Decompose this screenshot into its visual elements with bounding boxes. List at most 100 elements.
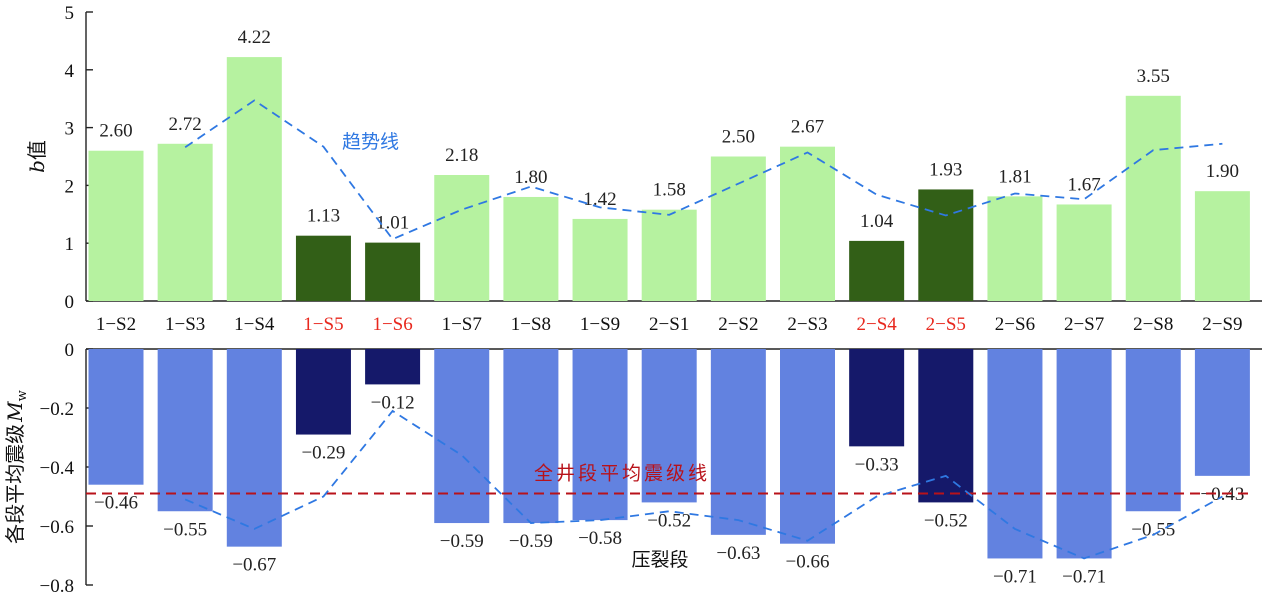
bar-value-label: −0.29 — [301, 443, 345, 464]
bottom-y-tick-label: 0 — [65, 340, 75, 361]
bar-b-value — [572, 218, 628, 301]
bar-value-label: 1.04 — [860, 211, 894, 232]
bar-value-label: 2.60 — [99, 121, 132, 142]
top-y-tick-label: 2 — [65, 176, 75, 197]
bar-value-label: −0.52 — [647, 510, 691, 531]
category-label: 2−S5 — [926, 314, 966, 335]
top-y-axis-label: b值 — [25, 140, 49, 173]
bar-magnitude — [295, 349, 351, 435]
bar-magnitude — [1194, 349, 1250, 476]
bar-b-value — [1125, 95, 1181, 301]
category-label: 1−S5 — [303, 314, 343, 335]
bar-value-label: 1.01 — [376, 213, 409, 234]
bar-value-label: −0.71 — [993, 566, 1037, 587]
bar-value-label: 1.13 — [307, 206, 340, 227]
category-label: 1−S2 — [96, 314, 136, 335]
bar-b-value — [1056, 204, 1112, 301]
bar-value-label: −0.71 — [1062, 566, 1106, 587]
top-y-tick-label: 1 — [65, 234, 75, 255]
category-label: 2−S1 — [649, 314, 689, 335]
bar-value-label: 1.93 — [929, 159, 962, 180]
bar-b-value — [710, 156, 766, 301]
bar-value-label: 2.67 — [791, 117, 824, 138]
bar-magnitude — [503, 349, 559, 524]
bar-magnitude — [1125, 349, 1181, 512]
bar-magnitude — [157, 349, 213, 512]
bar-value-label: 1.81 — [998, 166, 1031, 187]
bar-value-label: −0.59 — [509, 531, 553, 552]
category-label: 2−S8 — [1133, 314, 1173, 335]
bar-b-value — [503, 196, 559, 301]
bar-magnitude — [849, 349, 905, 447]
bar-value-label: −0.55 — [1131, 519, 1175, 540]
bottom-y-tick-label: −0.4 — [40, 458, 75, 479]
bottom-y-tick-label: −0.6 — [40, 517, 74, 538]
trend-line-label: 趋势线 — [342, 131, 399, 153]
bar-b-value — [365, 242, 421, 301]
bar-value-label: −0.12 — [371, 392, 415, 413]
bar-b-value — [641, 209, 697, 301]
category-label: 1−S9 — [580, 314, 620, 335]
category-label: 1−S3 — [165, 314, 205, 335]
top-y-tick-label: 0 — [65, 292, 75, 313]
bottom-y-axis-label: 各段平均震级Mw — [3, 390, 30, 544]
bar-b-value — [295, 235, 351, 301]
bar-value-label: 1.67 — [1067, 174, 1100, 195]
reference-line-label: 全井段平均震级线 — [534, 463, 710, 485]
magnitude-panel: 0 −0.2 −0.4 −0.6 −0.8 各段平均震级Mw −0.46 −0.55 −0.67… — [3, 340, 1262, 597]
bar-value-label: −0.58 — [578, 528, 622, 549]
category-label: 2−S4 — [857, 314, 898, 335]
bar-magnitude — [226, 349, 282, 547]
bottom-y-tick-label: −0.8 — [40, 576, 74, 597]
bar-magnitude — [918, 349, 974, 503]
top-y-tick-label: 5 — [65, 3, 75, 24]
bar-value-label: 2.18 — [445, 145, 478, 166]
category-label: 2−S7 — [1064, 314, 1104, 335]
top-y-tick-label: 4 — [65, 61, 75, 82]
bar-b-value — [157, 143, 213, 301]
bar-magnitude — [88, 349, 144, 485]
bar-magnitude — [434, 349, 490, 524]
bar-b-value — [918, 189, 974, 301]
category-label: 1−S7 — [442, 314, 482, 335]
bar-value-label: 2.50 — [722, 127, 755, 148]
b-value-panel: 0 1 2 3 4 5 b值 2.60 2.72 4.22 1.13 1.01 2.18 1.80 1.42… — [25, 3, 1262, 335]
bar-b-value — [1194, 191, 1250, 301]
bar-magnitude — [1056, 349, 1112, 559]
bar-b-value — [849, 240, 905, 301]
bar-b-value — [987, 196, 1043, 301]
bottom-y-tick-label: −0.2 — [40, 399, 74, 420]
category-label: 1−S6 — [372, 314, 412, 335]
category-label: 2−S2 — [718, 314, 758, 335]
bar-value-label: −0.63 — [716, 543, 760, 564]
category-label: 2−S6 — [995, 314, 1035, 335]
bar-value-label: 3.55 — [1137, 66, 1170, 87]
x-axis-label: 压裂段 — [631, 549, 688, 571]
bar-value-label: −0.59 — [440, 531, 484, 552]
bar-magnitude — [710, 349, 766, 535]
bar-value-label: −0.52 — [924, 510, 968, 531]
bar-value-label: 4.22 — [238, 27, 271, 48]
bar-b-value — [226, 57, 282, 301]
bar-value-label: −0.33 — [855, 454, 899, 475]
bar-value-label: −0.67 — [232, 555, 276, 576]
bar-value-label: −0.55 — [163, 519, 207, 540]
bar-magnitude — [572, 349, 628, 521]
bar-magnitude — [987, 349, 1043, 559]
bar-b-value — [434, 174, 490, 301]
category-label: 2−S9 — [1202, 314, 1242, 335]
bar-value-label: 1.42 — [583, 189, 616, 210]
bar-value-label: 1.80 — [514, 167, 547, 188]
bar-value-label: 1.58 — [653, 180, 686, 201]
bar-b-value — [88, 150, 144, 301]
category-label: 1−S8 — [511, 314, 551, 335]
category-label: 1−S4 — [234, 314, 275, 335]
bar-value-label: 2.72 — [169, 114, 202, 135]
category-label: 2−S3 — [787, 314, 827, 335]
bar-magnitude — [641, 349, 697, 503]
bar-b-value — [780, 146, 835, 301]
bar-value-label: 1.90 — [1206, 161, 1239, 182]
bar-magnitude — [780, 349, 835, 544]
bar-value-label: −0.66 — [786, 552, 830, 573]
